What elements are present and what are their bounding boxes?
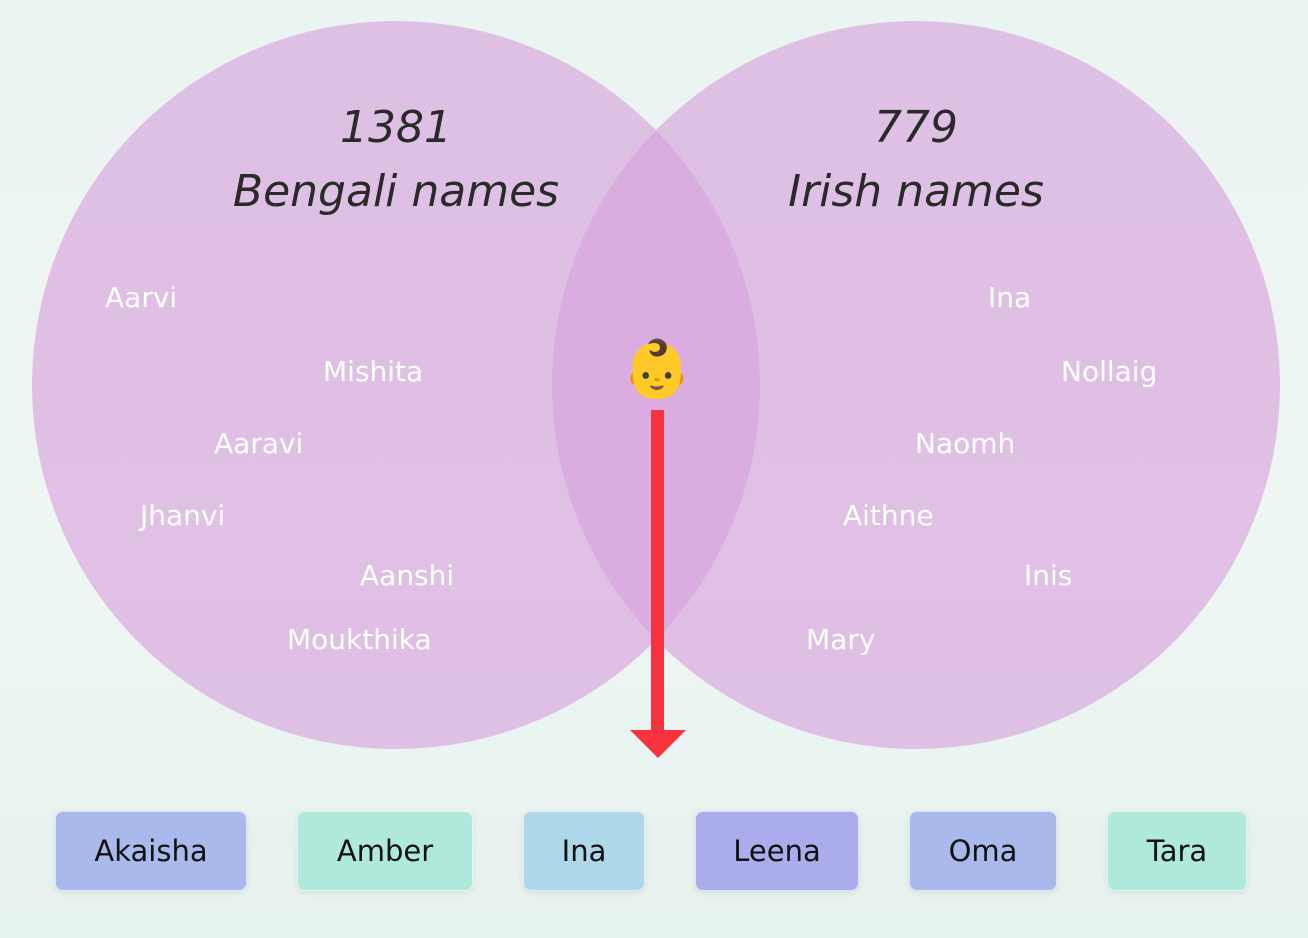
name: Aarvi	[105, 281, 177, 314]
name: Mary	[806, 623, 875, 656]
name: Aithne	[843, 499, 934, 532]
left-circle	[32, 21, 760, 749]
name-button[interactable]: Oma	[909, 811, 1057, 891]
name: Ina	[988, 281, 1031, 314]
name-button[interactable]: Ina	[523, 811, 645, 891]
name: Inis	[1024, 559, 1072, 592]
name: Naomh	[915, 427, 1015, 460]
name-button[interactable]: Leena	[695, 811, 859, 891]
baby-icon: 👶	[622, 337, 692, 402]
name: Jhanvi	[138, 499, 225, 532]
name: Nollaig	[1061, 355, 1157, 388]
right-label: Irish names	[788, 166, 1044, 217]
name: Aaravi	[214, 427, 303, 460]
name: Moukthika	[287, 623, 432, 656]
right-circle	[552, 21, 1280, 749]
left-count: 1381	[340, 102, 452, 153]
name: Mishita	[323, 355, 423, 388]
name: Aanshi	[360, 559, 454, 592]
left-label: Bengali names	[233, 166, 559, 217]
name-button[interactable]: Amber	[297, 811, 473, 891]
name-button[interactable]: Tara	[1107, 811, 1247, 891]
arrow-shaft	[651, 410, 664, 732]
arrow-head	[630, 730, 686, 758]
right-count: 779	[874, 102, 958, 153]
name-button[interactable]: Akaisha	[55, 811, 247, 891]
